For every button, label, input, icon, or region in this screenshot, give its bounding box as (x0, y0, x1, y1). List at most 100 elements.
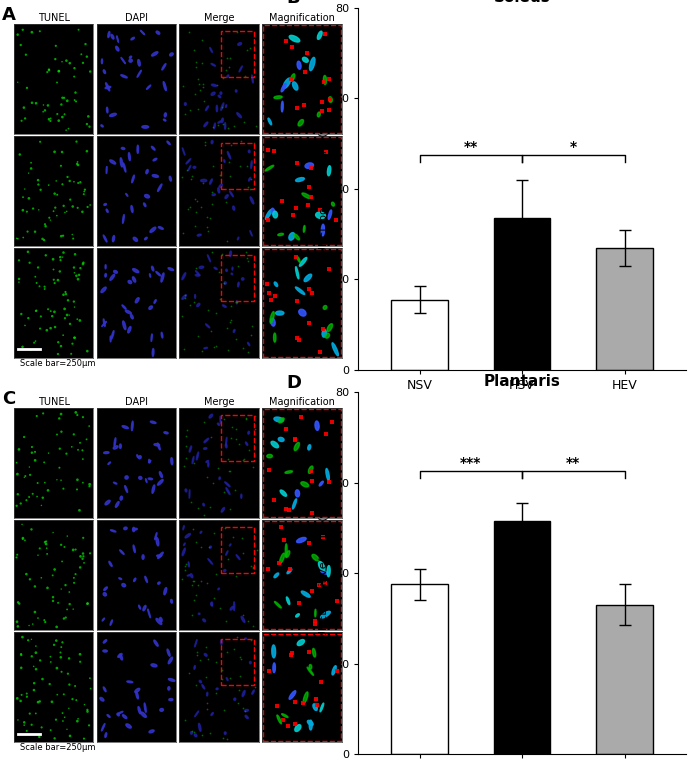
Point (208, 527, 219, 539)
Point (193, 72, 204, 85)
Point (180, 430, 191, 442)
Point (82, 201, 93, 213)
Point (60, 312, 71, 325)
Point (70, 406, 81, 418)
Ellipse shape (123, 321, 126, 330)
Point (82, 706, 93, 718)
Point (230, 570, 241, 582)
Point (40, 616, 51, 628)
Point (16, 661, 27, 674)
Point (51, 635, 62, 647)
Ellipse shape (102, 322, 107, 326)
Ellipse shape (183, 526, 184, 530)
Ellipse shape (125, 310, 131, 314)
Point (292, 295, 303, 307)
Point (251, 544, 262, 556)
Point (198, 94, 209, 107)
Ellipse shape (164, 588, 167, 594)
Ellipse shape (102, 618, 105, 621)
Point (221, 197, 232, 209)
Point (51, 474, 62, 486)
Ellipse shape (122, 426, 128, 429)
Point (238, 453, 249, 466)
Point (53, 114, 64, 126)
Point (320, 146, 331, 158)
Point (26, 26, 37, 38)
Point (52, 689, 63, 701)
Point (78, 56, 89, 69)
Point (208, 592, 219, 604)
Point (62, 309, 73, 321)
Point (72, 313, 83, 325)
Point (79, 185, 90, 197)
Point (181, 440, 192, 452)
Point (195, 654, 206, 666)
Point (51, 621, 62, 633)
Ellipse shape (189, 490, 190, 498)
Point (77, 552, 88, 565)
Point (202, 304, 213, 316)
Point (42, 324, 53, 336)
Point (52, 108, 63, 120)
Point (298, 99, 309, 111)
Point (246, 173, 257, 185)
Point (23, 167, 34, 179)
Point (180, 289, 191, 301)
Point (59, 108, 70, 120)
Ellipse shape (298, 120, 304, 126)
Point (196, 345, 207, 357)
Point (69, 248, 80, 261)
Ellipse shape (149, 306, 152, 309)
Ellipse shape (114, 271, 117, 274)
Point (286, 40, 297, 53)
Ellipse shape (120, 158, 123, 167)
Point (200, 136, 211, 149)
Point (184, 104, 195, 117)
Ellipse shape (286, 551, 290, 558)
Point (63, 123, 74, 135)
Ellipse shape (245, 709, 249, 712)
Point (311, 699, 322, 711)
Ellipse shape (281, 101, 283, 112)
Point (39, 280, 50, 293)
Point (192, 648, 203, 661)
Ellipse shape (209, 179, 212, 184)
Point (218, 72, 229, 85)
Ellipse shape (182, 273, 186, 280)
Point (53, 274, 64, 287)
Point (68, 544, 79, 556)
Point (188, 44, 200, 56)
Point (235, 134, 246, 146)
Ellipse shape (155, 533, 157, 539)
Ellipse shape (210, 47, 213, 53)
Point (318, 76, 329, 88)
Ellipse shape (204, 122, 208, 126)
Point (189, 296, 200, 308)
Point (187, 575, 198, 587)
Point (42, 548, 53, 560)
Ellipse shape (108, 462, 111, 465)
Point (248, 461, 259, 473)
Point (36, 499, 47, 511)
Ellipse shape (103, 687, 106, 692)
Point (64, 57, 76, 69)
Point (16, 308, 27, 320)
Ellipse shape (133, 545, 135, 552)
Ellipse shape (249, 661, 252, 664)
Point (85, 672, 96, 684)
Ellipse shape (139, 605, 141, 609)
Ellipse shape (121, 57, 125, 64)
Point (33, 549, 44, 562)
Ellipse shape (295, 725, 301, 732)
Ellipse shape (107, 715, 110, 717)
Point (325, 93, 336, 105)
Point (53, 65, 64, 77)
Point (12, 620, 24, 632)
Point (237, 547, 248, 559)
Ellipse shape (227, 75, 229, 77)
Ellipse shape (105, 500, 110, 505)
Ellipse shape (119, 444, 121, 448)
Point (14, 597, 25, 610)
Ellipse shape (319, 482, 324, 486)
Point (243, 255, 254, 267)
